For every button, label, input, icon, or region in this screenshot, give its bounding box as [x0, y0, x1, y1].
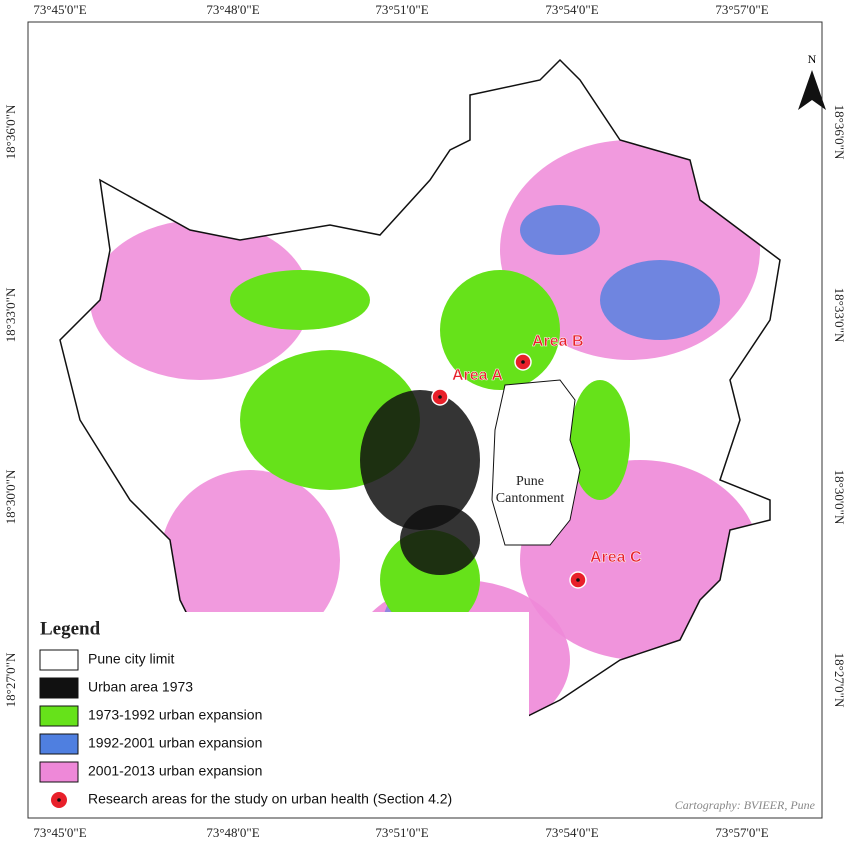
legend-swatch: [39, 649, 79, 671]
legend-label: 2001-2013 urban expansion: [88, 763, 262, 779]
area-label: Area B: [532, 333, 584, 350]
lon-label-top: 73°57'0"E: [715, 2, 768, 17]
lon-label-top: 73°48'0"E: [206, 2, 259, 17]
area-label: Area A: [452, 367, 503, 384]
marker-dot: [521, 360, 525, 364]
lat-label-right: 18°33'0"N: [832, 288, 847, 343]
cantonment: [491, 379, 581, 546]
lon-label-top: 73°54'0"E: [545, 2, 598, 17]
lon-label-bottom: 73°51'0"E: [375, 825, 428, 840]
lon-label-bottom: 73°57'0"E: [715, 825, 768, 840]
lon-label-bottom: 73°48'0"E: [206, 825, 259, 840]
lon-label-bottom: 73°54'0"E: [545, 825, 598, 840]
north-arrow: [798, 70, 826, 110]
cantonment-label: Pune Cantonment: [496, 474, 565, 506]
legend-label: Research areas for the study on urban he…: [88, 791, 452, 807]
lat-label-left: 18°36'0"N: [3, 104, 18, 159]
lat-label-right: 18°27'0"N: [832, 653, 847, 708]
credit: Cartography: BVIEER, Pune: [675, 798, 816, 812]
legend-swatch: [39, 705, 79, 727]
lon-label-top: 73°45'0"E: [33, 2, 86, 17]
lat-label-right: 18°36'0"N: [832, 105, 847, 160]
lat-label-left: 18°27'0"N: [3, 652, 18, 707]
legend-label: Pune city limit: [88, 651, 174, 667]
legend-title: Legend: [40, 618, 101, 639]
legend-label: 1992-2001 urban expansion: [88, 735, 262, 751]
lon-label-top: 73°51'0"E: [375, 2, 428, 17]
legend-box: [29, 612, 529, 817]
legend-label: 1973-1992 urban expansion: [88, 707, 262, 723]
marker-dot: [576, 578, 580, 582]
lat-label-left: 18°30'0"N: [3, 469, 18, 524]
north-label: N: [808, 52, 817, 66]
lat-label-right: 18°30'0"N: [832, 470, 847, 525]
legend-label: Urban area 1973: [88, 679, 193, 695]
lon-label-bottom: 73°45'0"E: [33, 825, 86, 840]
marker-dot: [438, 395, 442, 399]
legend-swatch: [39, 761, 79, 783]
legend-swatch: [39, 733, 79, 755]
legend-swatch: [39, 677, 79, 699]
lat-label-left: 18°33'0"N: [3, 287, 18, 342]
legend-marker-dot: [57, 798, 61, 802]
area-label: Area C: [590, 549, 642, 566]
